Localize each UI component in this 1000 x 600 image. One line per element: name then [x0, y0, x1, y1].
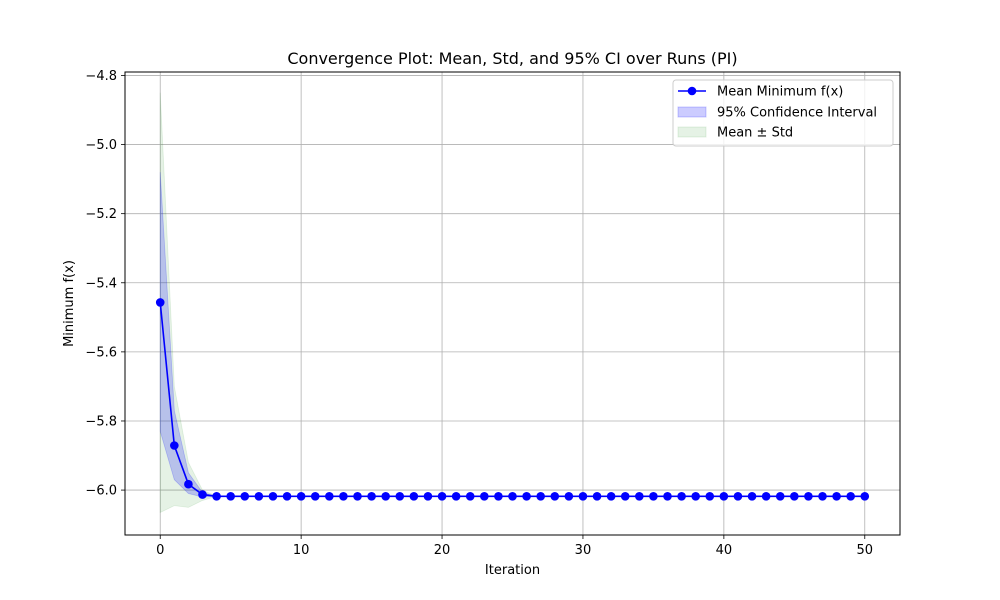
mean-marker: [550, 492, 560, 501]
mean-marker: [691, 492, 700, 501]
mean-marker: [804, 492, 813, 501]
mean-marker: [578, 492, 588, 501]
mean-marker: [268, 492, 278, 501]
mean-marker: [733, 492, 743, 501]
y-tick-label: −5.6: [85, 345, 117, 360]
mean-marker: [254, 492, 264, 501]
x-tick-label: 0: [156, 543, 164, 558]
mean-marker: [536, 492, 545, 501]
band-layer: [159, 92, 865, 514]
mean-marker: [184, 479, 193, 489]
mean-marker: [719, 492, 729, 501]
grid-layer: [125, 72, 900, 535]
x-axis-title: Iteration: [485, 563, 540, 578]
mean-marker: [790, 492, 799, 501]
mean-marker: [451, 492, 461, 501]
mean-marker: [353, 492, 362, 501]
marker-layer: [155, 298, 870, 501]
x-tick-label: 20: [434, 543, 451, 558]
mean-marker: [226, 492, 235, 501]
legend-ci-swatch: [677, 106, 707, 118]
legend-std-swatch: [677, 126, 707, 138]
y-axis-title: Minimum f(x): [62, 260, 77, 347]
x-tick-label: 50: [856, 543, 873, 558]
legend-marker-swatch: [687, 86, 697, 96]
mean-marker: [198, 490, 207, 499]
chart-title: Convergence Plot: Mean, Std, and 95% CI …: [287, 49, 737, 68]
y-tick-label: −5.8: [85, 414, 117, 429]
mean-marker: [761, 492, 771, 501]
mean-marker: [832, 492, 841, 501]
legend-label-ci: 95% Confidence Interval: [717, 106, 877, 121]
plot-frame: [124, 71, 901, 536]
legend-label-std: Mean ± Std: [717, 126, 793, 141]
x-tick-label: 40: [716, 543, 733, 558]
mean-marker: [339, 492, 348, 501]
legend: Mean Minimum f(x) 95% Confidence Interva…: [672, 79, 894, 147]
std-band: [159, 92, 865, 514]
mean-marker: [747, 492, 757, 501]
y-tick-label: −5.2: [85, 207, 117, 222]
mean-marker: [508, 492, 517, 501]
tick-layer: 0 10 20 30 40 50 −4.8 −5.0 −5.2 −5.4 −5.6 −5.8 −6.0: [85, 69, 873, 558]
mean-marker: [423, 492, 433, 501]
mean-marker: [480, 492, 489, 501]
mean-marker: [775, 492, 785, 501]
mean-marker: [395, 492, 405, 501]
mean-marker: [663, 492, 672, 501]
mean-marker: [212, 492, 221, 501]
y-tick-label: −6.0: [85, 484, 117, 499]
ci-band: [159, 172, 865, 498]
mean-marker: [522, 492, 531, 501]
mean-marker: [677, 492, 686, 501]
mean-marker: [170, 441, 179, 450]
mean-marker: [635, 492, 644, 501]
mean-marker: [818, 492, 827, 501]
mean-marker: [325, 492, 334, 501]
y-tick-label: −5.4: [85, 276, 117, 291]
line-layer: [159, 302, 865, 498]
mean-marker: [155, 298, 165, 307]
mean-marker: [367, 492, 376, 501]
mean-marker: [649, 492, 658, 501]
mean-marker: [494, 492, 503, 501]
mean-marker: [620, 492, 630, 501]
mean-line: [159, 302, 865, 498]
mean-marker: [282, 492, 292, 501]
y-tick-label: −4.8: [85, 69, 117, 84]
legend-label-mean: Mean Minimum f(x): [717, 85, 843, 100]
mean-marker: [606, 492, 616, 501]
mean-marker: [705, 492, 715, 501]
mean-marker: [846, 492, 855, 501]
mean-marker: [564, 492, 574, 501]
mean-marker: [310, 492, 320, 501]
x-tick-label: 30: [575, 543, 592, 558]
mean-marker: [437, 492, 447, 501]
mean-marker: [296, 492, 306, 501]
mean-marker: [592, 492, 602, 501]
x-tick-label: 10: [293, 543, 310, 558]
mean-marker: [409, 492, 419, 501]
y-tick-label: −5.0: [85, 138, 117, 153]
mean-marker: [465, 492, 475, 501]
mean-marker: [240, 492, 250, 501]
mean-marker: [381, 492, 390, 501]
mean-marker: [860, 492, 870, 501]
legend-box: [672, 79, 894, 147]
